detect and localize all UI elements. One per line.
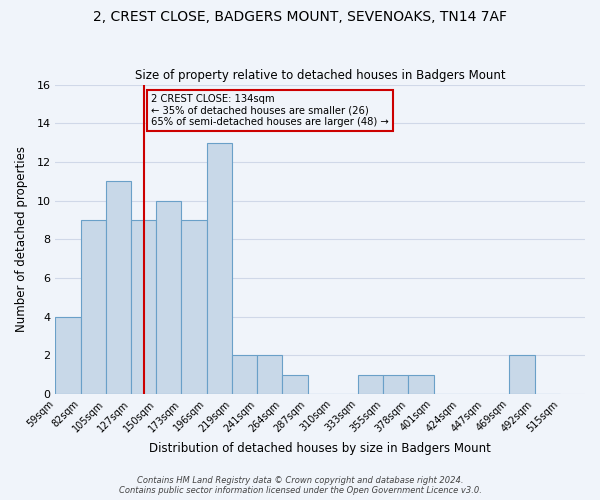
Bar [409, 374, 434, 394]
Bar [383, 374, 409, 394]
Y-axis label: Number of detached properties: Number of detached properties [15, 146, 28, 332]
Bar [232, 355, 257, 394]
Bar [55, 316, 80, 394]
Text: Contains HM Land Registry data © Crown copyright and database right 2024.
Contai: Contains HM Land Registry data © Crown c… [119, 476, 481, 495]
Bar [283, 374, 308, 394]
Bar [206, 142, 232, 394]
Bar [106, 181, 131, 394]
Bar [509, 355, 535, 394]
Bar [131, 220, 156, 394]
Text: 2, CREST CLOSE, BADGERS MOUNT, SEVENOAKS, TN14 7AF: 2, CREST CLOSE, BADGERS MOUNT, SEVENOAKS… [93, 10, 507, 24]
Text: 2 CREST CLOSE: 134sqm
← 35% of detached houses are smaller (26)
65% of semi-deta: 2 CREST CLOSE: 134sqm ← 35% of detached … [151, 94, 389, 128]
Bar [80, 220, 106, 394]
X-axis label: Distribution of detached houses by size in Badgers Mount: Distribution of detached houses by size … [149, 442, 491, 455]
Bar [358, 374, 383, 394]
Bar [257, 355, 283, 394]
Bar [181, 220, 206, 394]
Title: Size of property relative to detached houses in Badgers Mount: Size of property relative to detached ho… [135, 69, 505, 82]
Bar [156, 200, 181, 394]
